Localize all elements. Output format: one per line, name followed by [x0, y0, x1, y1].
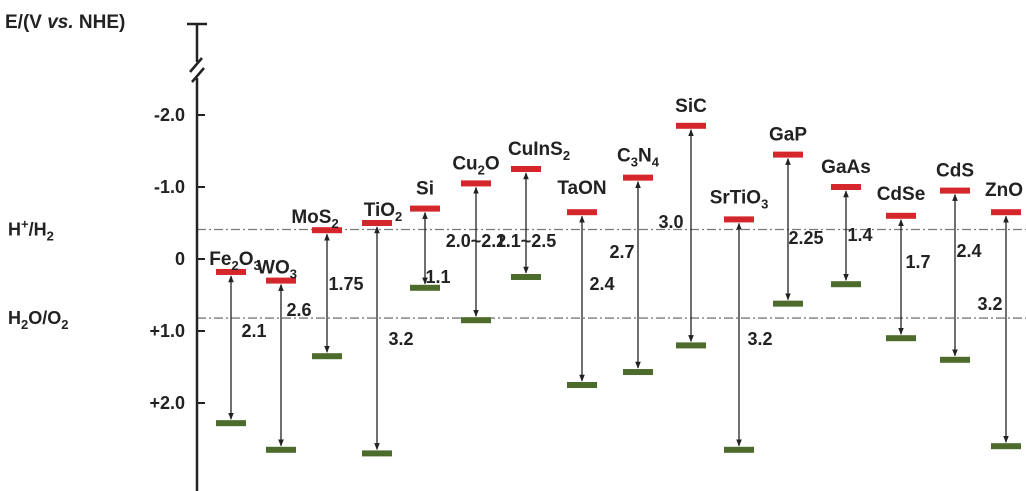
- band-gap-value-sic: 3.0: [658, 212, 683, 232]
- material-c3n4: C3​N4​ 2.7: [609, 146, 660, 376]
- conduction-band-taon: [567, 209, 597, 216]
- conduction-band-cuins2: [511, 166, 541, 172]
- y-tick-label: -2.0: [154, 105, 185, 125]
- valence-band-si: [410, 284, 440, 291]
- material-gap: GaP 2.25: [769, 125, 824, 307]
- material-fe2o3: Fe2​O3​ 2.1: [209, 249, 267, 427]
- y-tick-label: 0: [175, 249, 185, 269]
- band-gap-value-cuins2: 1.1~2.5: [496, 231, 557, 251]
- conduction-band-cu2o: [461, 180, 491, 187]
- band-gap-value-fe2o3: 2.1: [241, 321, 266, 341]
- material-label-tio2: TiO2​: [364, 200, 403, 224]
- material-label-taon: TaON: [557, 178, 606, 199]
- material-label-cdse: CdSe: [877, 184, 926, 205]
- material-taon: TaON 2.4: [557, 178, 615, 388]
- valence-band-cu2o: [461, 317, 491, 324]
- valence-band-sic: [676, 342, 706, 349]
- band-gap-value-cdse: 1.7: [905, 252, 930, 272]
- reference-label-h-plus-h2: H+​/H2​: [8, 216, 54, 243]
- valence-band-fe2o3: [216, 420, 246, 427]
- valence-band-mos2: [312, 353, 342, 360]
- material-gaas: GaAs 1.4: [821, 157, 873, 288]
- material-sic: SiC 3.0: [658, 96, 707, 349]
- band-gap-value-cds: 2.4: [956, 241, 981, 261]
- band-gap-value-gaas: 1.4: [847, 225, 872, 245]
- conduction-band-gaas: [831, 184, 861, 190]
- conduction-band-cdse: [886, 212, 916, 219]
- band-gap-value-c3n4: 2.7: [609, 242, 634, 262]
- conduction-band-c3n4: [623, 174, 653, 181]
- material-label-cu2o: Cu2​O: [452, 153, 499, 177]
- valence-band-c3n4: [623, 369, 653, 376]
- material-cds: CdS 2.4: [936, 161, 982, 363]
- valence-band-cdse: [886, 335, 916, 342]
- conduction-band-gap: [773, 151, 803, 158]
- material-tio2: TiO2​ 3.2: [362, 200, 414, 457]
- band-gap-value-gap: 2.25: [788, 228, 823, 248]
- conduction-band-tio2: [362, 220, 392, 226]
- material-label-gaas: GaAs: [821, 157, 871, 178]
- valence-band-cds: [940, 356, 970, 363]
- material-label-fe2o3: Fe2​O3​: [209, 249, 260, 273]
- axis-break-mark: [189, 57, 203, 73]
- valence-band-tio2: [362, 450, 392, 457]
- material-zno: ZnO 3.2: [977, 180, 1023, 450]
- conduction-band-mos2: [312, 227, 342, 234]
- band-gap-value-si: 1.1: [425, 267, 450, 287]
- material-label-zno: ZnO: [985, 180, 1023, 201]
- material-srtio3: SrTiO3​ 3.2: [710, 187, 773, 453]
- conduction-band-si: [410, 205, 440, 212]
- axis-break-mark: [191, 67, 205, 83]
- conduction-band-fe2o3: [216, 268, 246, 275]
- material-cu2o: Cu2​O 2.0~2.2: [446, 153, 507, 324]
- y-axis: E/(V vs. NHE) -2.0 -1.0 0 +1.0 +2.0: [5, 12, 207, 491]
- valence-band-gap: [773, 300, 803, 307]
- band-gap-value-zno: 3.2: [977, 294, 1002, 314]
- conduction-band-wo3: [266, 277, 296, 284]
- band-gap-value-wo3: 2.6: [286, 300, 311, 320]
- material-label-c3n4: C3​N4​: [617, 146, 660, 170]
- y-tick-label: -1.0: [154, 177, 185, 197]
- y-axis-title: E/(V vs. NHE): [5, 12, 125, 33]
- conduction-band-cds: [940, 187, 970, 194]
- y-tick-label: +1.0: [149, 321, 185, 341]
- material-wo3: WO3​ 2.6: [257, 258, 312, 453]
- material-label-srtio3: SrTiO3​: [710, 187, 769, 211]
- conduction-band-srtio3: [724, 216, 754, 223]
- band-gap-value-cu2o: 2.0~2.2: [446, 231, 507, 251]
- y-tick-label: +2.0: [149, 393, 185, 413]
- material-label-gap: GaP: [769, 125, 807, 146]
- band-gap-value-tio2: 3.2: [388, 329, 413, 349]
- material-cuins2: CuInS2​ 1.1~2.5: [496, 139, 570, 280]
- material-label-mos2: MoS2​: [291, 207, 338, 231]
- valence-band-gaas: [831, 281, 861, 288]
- material-label-cuins2: CuInS2​: [508, 139, 570, 163]
- valence-band-taon: [567, 382, 597, 388]
- material-label-si: Si: [416, 179, 434, 200]
- conduction-band-zno: [991, 209, 1021, 216]
- material-si: Si 1.1: [410, 179, 451, 291]
- conduction-band-sic: [676, 122, 706, 129]
- material-label-wo3: WO3​: [257, 258, 297, 282]
- material-cdse: CdSe 1.7: [877, 184, 931, 342]
- materials: Fe2​O3​2.1WO3​2.6MoS2​1.75TiO2​3.2Si1.1C…: [209, 96, 1023, 457]
- valence-band-srtio3: [724, 446, 754, 453]
- band-gap-value-mos2: 1.75: [328, 274, 363, 294]
- band-gap-value-taon: 2.4: [589, 274, 614, 294]
- valence-band-zno: [991, 443, 1021, 450]
- material-label-cds: CdS: [936, 161, 974, 182]
- valence-band-cuins2: [511, 274, 541, 280]
- reference-label-h2o-o2: H2​O/O2​: [8, 308, 68, 332]
- band-gap-value-srtio3: 3.2: [747, 329, 772, 349]
- material-label-sic: SiC: [675, 96, 707, 117]
- valence-band-wo3: [266, 446, 296, 453]
- material-mos2: MoS2​ 1.75: [291, 207, 364, 360]
